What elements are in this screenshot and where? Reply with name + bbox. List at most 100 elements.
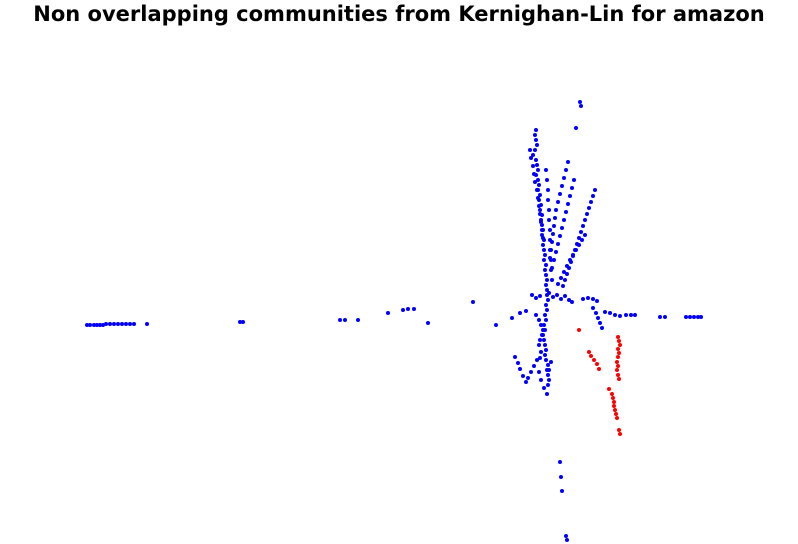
data-point xyxy=(541,328,545,332)
data-point xyxy=(658,315,662,319)
data-point xyxy=(537,318,541,322)
data-point xyxy=(591,194,595,198)
data-point xyxy=(539,378,543,382)
data-point xyxy=(544,273,548,277)
data-point xyxy=(616,335,620,339)
data-point xyxy=(550,266,554,270)
data-point xyxy=(540,333,544,337)
data-point xyxy=(538,212,542,216)
data-point xyxy=(577,243,581,247)
data-point xyxy=(543,353,547,357)
data-point xyxy=(692,315,696,319)
data-point xyxy=(595,362,599,366)
data-point xyxy=(607,387,611,391)
data-point xyxy=(544,348,548,352)
data-point xyxy=(556,242,560,246)
data-point xyxy=(537,343,541,347)
data-point xyxy=(560,489,564,493)
data-point xyxy=(568,258,572,262)
data-point xyxy=(241,320,245,324)
data-point xyxy=(98,323,102,327)
data-point xyxy=(586,296,590,300)
data-point xyxy=(559,475,563,479)
data-point xyxy=(104,322,108,326)
data-point xyxy=(583,233,587,237)
data-point xyxy=(545,288,549,292)
data-point xyxy=(583,218,587,222)
data-point xyxy=(544,168,548,172)
data-point xyxy=(579,104,583,108)
data-point xyxy=(543,313,547,317)
data-point xyxy=(551,295,555,299)
data-point xyxy=(612,400,616,404)
data-point xyxy=(591,297,595,301)
data-point xyxy=(550,278,554,282)
data-point xyxy=(598,321,602,325)
data-point xyxy=(533,148,537,152)
data-point xyxy=(587,206,591,210)
data-point xyxy=(535,188,539,192)
data-point xyxy=(538,338,542,342)
data-point xyxy=(343,318,347,322)
data-point xyxy=(544,358,548,362)
data-point xyxy=(574,126,578,130)
data-point xyxy=(594,311,598,315)
data-point xyxy=(533,133,537,137)
data-point xyxy=(565,264,569,268)
data-point xyxy=(614,412,618,416)
data-point xyxy=(386,311,390,315)
data-point xyxy=(95,323,99,327)
data-point xyxy=(426,321,430,325)
data-point xyxy=(513,355,517,359)
data-point xyxy=(538,208,542,212)
data-point xyxy=(545,178,549,182)
data-point xyxy=(592,358,596,362)
data-point xyxy=(579,230,583,234)
data-point xyxy=(559,276,563,280)
data-point xyxy=(545,392,549,396)
series-0 xyxy=(85,100,703,542)
data-point xyxy=(545,278,549,282)
data-point xyxy=(558,234,562,238)
data-point xyxy=(542,248,546,252)
data-point xyxy=(537,370,541,374)
data-point xyxy=(556,200,560,204)
data-point xyxy=(128,322,132,326)
data-point xyxy=(516,361,520,365)
data-point xyxy=(518,367,522,371)
data-point xyxy=(536,168,540,172)
data-point xyxy=(572,178,576,182)
data-point xyxy=(535,358,539,362)
data-point xyxy=(539,220,543,224)
data-point xyxy=(542,323,546,327)
data-point xyxy=(560,184,564,188)
data-point xyxy=(540,228,544,232)
data-point xyxy=(531,153,535,157)
data-point xyxy=(564,168,568,172)
data-point xyxy=(549,248,553,252)
data-point xyxy=(616,355,620,359)
data-point xyxy=(613,408,617,412)
data-point xyxy=(616,364,620,368)
data-point xyxy=(571,253,575,257)
data-point xyxy=(554,208,558,212)
data-point xyxy=(542,386,546,390)
data-point xyxy=(564,210,568,214)
data-point xyxy=(615,416,619,420)
data-point xyxy=(616,347,620,351)
data-point xyxy=(537,204,541,208)
data-point xyxy=(406,307,410,311)
data-point xyxy=(108,322,112,326)
data-point xyxy=(529,370,533,374)
data-point xyxy=(494,323,498,327)
data-point xyxy=(549,360,553,364)
data-point xyxy=(688,315,692,319)
data-point xyxy=(541,236,545,240)
data-point xyxy=(401,308,405,312)
data-point xyxy=(617,339,621,343)
data-point xyxy=(543,268,547,272)
data-point xyxy=(591,306,595,310)
data-point xyxy=(526,376,530,380)
data-point xyxy=(589,354,593,358)
data-point xyxy=(546,298,550,302)
